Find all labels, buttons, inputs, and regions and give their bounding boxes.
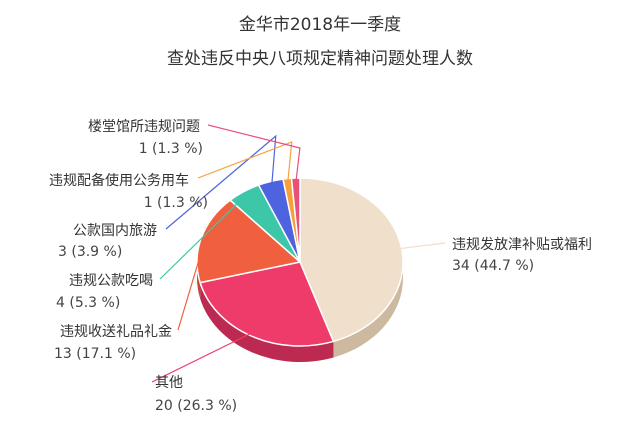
slice-value-1: 20 (26.3 %) [155, 398, 237, 414]
slice-value-2: 13 (17.1 %) [54, 346, 136, 362]
pie-slices [196, 177, 404, 362]
slice-label-2: 违规收送礼品礼金 [60, 324, 172, 340]
chart-title: 金华市2018年一季度 [239, 15, 401, 35]
slice-label-5: 违规配备使用公务用车 [49, 172, 189, 189]
slice-side-0 [333, 262, 403, 358]
leader-lines [151, 124, 446, 383]
slice-label-6: 楼堂馆所违规问题 [88, 119, 200, 135]
leader-line-2 [177, 239, 206, 331]
leader-line-0 [397, 242, 446, 250]
leader-line-4 [165, 134, 277, 230]
pie-slice-1 [199, 261, 335, 347]
slice-label-3: 违规公款吃喝 [69, 273, 153, 289]
leader-line-6 [207, 124, 301, 183]
slice-label-1: 其他 [155, 375, 183, 391]
leader-line-3 [159, 194, 247, 280]
slice-side-2 [197, 262, 201, 299]
chart-subtitle: 查处违反中央八项规定精神问题处理人数 [167, 49, 473, 69]
slice-label-0: 违规发放津补贴或福利 [452, 237, 592, 253]
slice-side-1 [200, 282, 334, 362]
pie-slice-6 [290, 177, 301, 263]
slice-value-6: 1 (1.3 %) [139, 141, 203, 157]
slice-value-4: 3 (3.9 %) [58, 244, 122, 260]
leader-line-1 [151, 331, 254, 383]
slice-label-4: 公款国内旅游 [73, 223, 157, 239]
slice-value-5: 1 (1.3 %) [144, 195, 208, 211]
slice-value-0: 34 (44.7 %) [452, 258, 534, 274]
leader-line-5 [197, 141, 293, 183]
slice-value-3: 4 (5.3 %) [56, 295, 120, 311]
